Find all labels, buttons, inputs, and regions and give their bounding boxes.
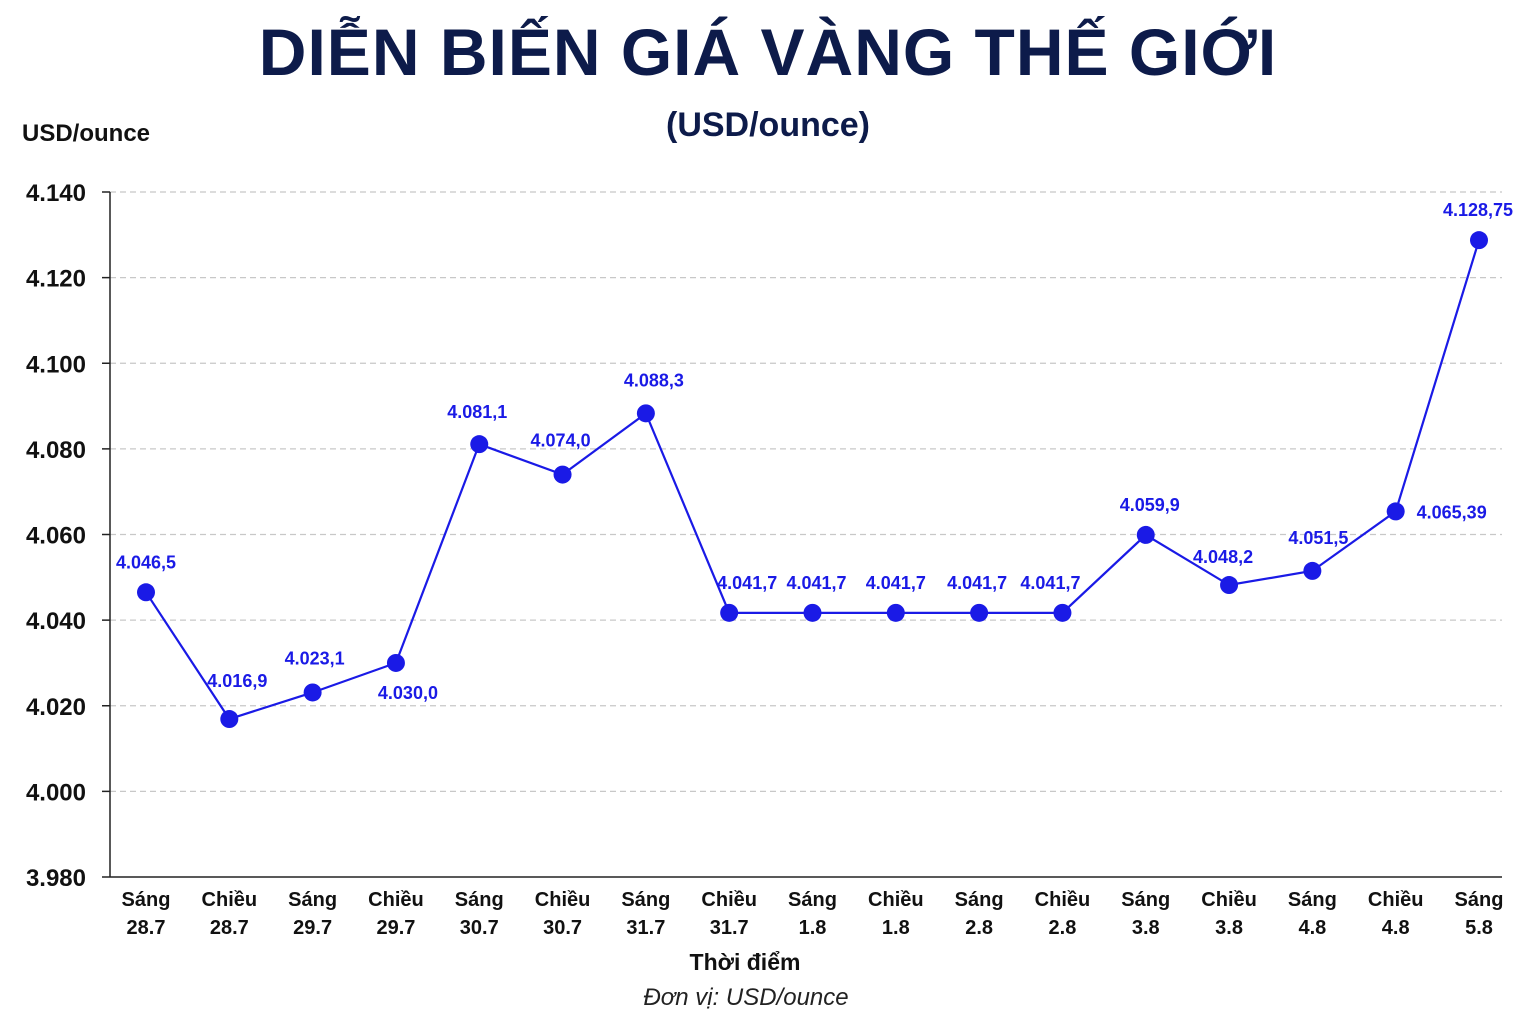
data-label: 4.081,1 [447, 402, 507, 422]
unit-footnote: Đơn vị: USD/ounce [643, 984, 849, 1011]
y-tick-label: 4.100 [26, 351, 86, 378]
chart-title: DIỄN BIẾN GIÁ VÀNG THẾ GIỚI [258, 15, 1278, 89]
y-tick-label: 4.040 [26, 608, 86, 635]
x-tick-label: Sáng 4.8 [1288, 889, 1337, 939]
x-tick-label: Sáng 28.7 [122, 889, 171, 939]
data-label: 4.030,0 [378, 683, 438, 703]
y-tick-label: 4.120 [26, 266, 86, 293]
series-gold-price [137, 231, 1488, 729]
data-point [1386, 502, 1405, 521]
y-tick-label: 4.140 [26, 180, 86, 207]
x-axis-title: Thời điểm [690, 949, 801, 975]
x-tick-label: Chiều 2.8 [1035, 889, 1091, 939]
x-tick-label: Chiều 4.8 [1368, 889, 1424, 939]
axes [102, 191, 1502, 878]
data-point [470, 435, 489, 454]
data-point [720, 603, 739, 622]
y-axis-unit-label: USD/ounce [22, 120, 151, 147]
x-tick-label: Sáng 30.7 [455, 889, 504, 939]
data-label: 4.059,9 [1120, 495, 1180, 515]
x-tick-label: Chiều 1.8 [868, 889, 924, 939]
y-tick-label: 4.080 [26, 437, 86, 464]
data-label: 4.041,7 [786, 573, 846, 593]
data-label: 4.048,2 [1193, 547, 1253, 567]
data-label: 4.088,3 [624, 370, 684, 390]
data-point [1470, 231, 1488, 250]
x-tick-label: Sáng 3.8 [1121, 889, 1170, 939]
series-line [145, 239, 1481, 721]
data-label: 4.046,5 [116, 552, 176, 572]
data-point [137, 583, 155, 602]
chart-subtitle: (USD/ounce) [666, 106, 870, 144]
gridlines [110, 191, 1502, 792]
data-point [886, 603, 905, 622]
data-label: 4.128,75 [1443, 200, 1513, 220]
y-tick-label: 4.000 [26, 779, 86, 806]
x-tick-label: Chiều 3.8 [1201, 889, 1257, 939]
data-point [970, 603, 989, 622]
data-label: 4.016,9 [207, 671, 267, 691]
data-label: 4.074,0 [531, 431, 591, 451]
x-tick-label: Sáng 31.7 [621, 889, 670, 939]
y-tick-label: 4.020 [26, 694, 86, 721]
x-tick-label: Sáng 29.7 [288, 889, 337, 939]
data-point [220, 710, 239, 729]
y-tick-labels: 3.980 4.000 4.020 4.040 4.060 4.080 4.100 4.120… [26, 180, 86, 892]
x-tick-label: Chiều 30.7 [535, 889, 591, 939]
x-tick-labels: Sáng 28.7 Chiều 28.7 Sáng 29.7 Chiều 29.7 Sáng 30… [122, 889, 1504, 939]
data-labels: 4.046,5 4.016,9 4.023,1 4.030,0 4.081,1 4.074… [116, 200, 1513, 703]
data-point [1303, 561, 1322, 580]
data-point [1136, 525, 1155, 544]
x-tick-label: Chiều 28.7 [202, 889, 258, 939]
y-tick-label: 4.060 [26, 523, 86, 550]
data-point [386, 653, 405, 672]
y-tick-label: 3.980 [26, 865, 86, 892]
data-point [1220, 576, 1239, 595]
data-label: 4.065,39 [1417, 502, 1487, 522]
data-point [1053, 603, 1072, 622]
x-tick-label: Sáng 1.8 [788, 889, 837, 939]
data-label: 4.041,7 [1020, 573, 1080, 593]
data-label: 4.051,5 [1288, 528, 1348, 548]
data-label: 4.023,1 [285, 648, 345, 668]
data-label: 4.041,7 [947, 573, 1007, 593]
data-label: 4.041,7 [866, 573, 926, 593]
data-point [803, 603, 822, 622]
x-tick-label: Chiều 31.7 [701, 889, 757, 939]
data-label: 4.041,7 [717, 573, 777, 593]
data-point [553, 465, 572, 484]
x-tick-label: Sáng 5.8 [1455, 889, 1504, 939]
x-tick-label: Chiều 29.7 [368, 889, 424, 939]
data-point [636, 404, 655, 423]
x-tick-label: Sáng 2.8 [955, 889, 1004, 939]
data-point [303, 683, 322, 702]
